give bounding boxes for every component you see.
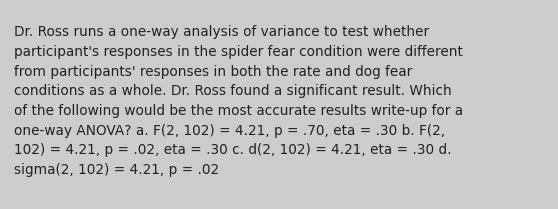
Text: Dr. Ross runs a one-way analysis of variance to test whether
participant's respo: Dr. Ross runs a one-way analysis of vari… bbox=[14, 25, 463, 177]
